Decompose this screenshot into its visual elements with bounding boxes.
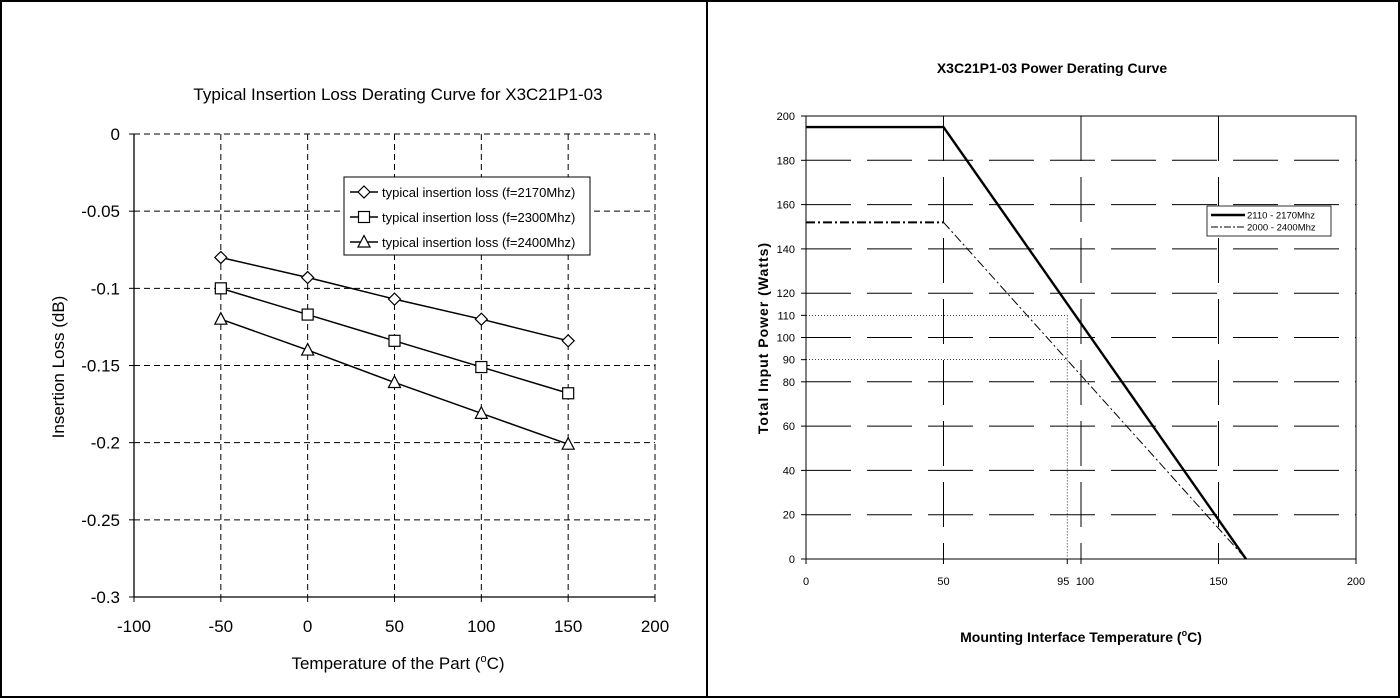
right-x-axis-label-main: Mounting Interface Temperature ( — [960, 629, 1182, 645]
left-legend-label: typical insertion loss (f=2400Mhz) — [382, 235, 575, 250]
right-legend-label: 2000 - 2400Mhz — [1247, 223, 1316, 234]
left-y-tick-label: -0.1 — [91, 279, 120, 298]
left-x-axis-label-main: Temperature of the Part ( — [291, 654, 480, 673]
right-y-tick-label: 0 — [789, 554, 795, 566]
data-point-square — [388, 334, 401, 347]
right-panel-border — [706, 0, 1400, 698]
right-legend-label: 2110 - 2170Mhz — [1247, 211, 1315, 222]
left-y-tick-label: -0.3 — [91, 588, 120, 607]
left-x-tick-label: 50 — [385, 617, 404, 636]
right-plot-area: 0 50 95 100 150 200 0 20 40 60 80 90 100 110 120 140 160… — [777, 111, 1366, 588]
right-y-tick-label: 120 — [777, 288, 795, 300]
left-x-axis-label-tail: C) — [487, 654, 505, 673]
data-point-square — [214, 282, 227, 295]
right-x-tick-label: 0 — [803, 576, 809, 588]
data-point-triangle — [561, 436, 576, 450]
right-series-line-solid — [806, 125, 1247, 560]
data-point-square — [301, 308, 314, 321]
data-point-square — [475, 360, 488, 374]
data-point-triangle — [213, 311, 228, 325]
left-y-tick-label: -0.05 — [81, 202, 120, 221]
left-legend-label: typical insertion loss (f=2300Mhz) — [382, 210, 575, 225]
right-y-tick-label: 60 — [783, 421, 795, 433]
right-x-axis-label-tail: C) — [1187, 629, 1202, 645]
left-y-tick-label: -0.25 — [81, 511, 120, 530]
right-y-tick-label: 110 — [777, 310, 795, 322]
right-y-tick-label: 40 — [783, 465, 795, 477]
left-x-tick-label: 0 — [303, 617, 312, 636]
right-y-tick-label: 100 — [777, 333, 795, 345]
left-chart-title: Typical Insertion Loss Derating Curve fo… — [193, 85, 602, 104]
right-y-tick-label: 90 — [783, 355, 795, 367]
data-point-triangle — [474, 405, 489, 419]
left-plot-area: -100 -50 0 50 100 150 200 0 -0.05 -0.1 -0.15 -0.2 -0… — [81, 125, 669, 636]
right-y-tick-label: 200 — [777, 111, 795, 123]
left-legend-box — [343, 176, 591, 256]
data-point-triangle — [357, 234, 371, 248]
right-x-tick-label: 95 — [1057, 576, 1069, 588]
data-point-triangle — [387, 374, 402, 389]
left-x-axis-label: Temperature of the Part (oC) — [291, 653, 504, 673]
right-y-tick-label: 180 — [777, 155, 795, 167]
data-point-diamond — [357, 185, 371, 199]
left-y-tick-label: -0.2 — [91, 434, 120, 453]
data-point-diamond — [474, 312, 489, 327]
right-x-axis-label: Mounting Interface Temperature (oC) — [960, 628, 1202, 645]
right-y-axis-label: Total Input Power (Watts) — [755, 242, 771, 434]
data-point-diamond — [387, 292, 402, 306]
data-point-square — [357, 210, 371, 224]
left-x-tick-label: -100 — [117, 617, 151, 636]
data-point-diamond — [213, 250, 228, 265]
left-y-axis-label: Insertion Loss (dB) — [49, 296, 68, 439]
right-x-tick-label: 100 — [1076, 576, 1094, 588]
right-chart-title: X3C21P1-03 Power Derating Curve — [937, 60, 1168, 76]
left-x-axis-label-sup: o — [480, 653, 486, 665]
right-legend-box — [1206, 205, 1332, 237]
right-y-tick-label: 20 — [783, 510, 795, 522]
data-point-triangle — [300, 342, 315, 356]
data-point-diamond — [561, 333, 576, 348]
left-y-tick-label: -0.15 — [81, 357, 120, 376]
left-x-tick-label: -50 — [209, 617, 234, 636]
data-point-diamond — [300, 270, 315, 285]
right-x-axis-label-sup: o — [1182, 628, 1188, 638]
right-y-tick-label: 160 — [777, 200, 795, 212]
data-point-square — [562, 387, 575, 400]
right-series-line-dashdot-slope — [943, 221, 1247, 560]
right-y-tick-label: 80 — [783, 377, 795, 389]
right-y-tick-label: 140 — [777, 244, 795, 256]
left-x-tick-label: 200 — [641, 617, 669, 636]
left-x-tick-label: 150 — [554, 617, 582, 636]
right-x-tick-label: 50 — [937, 576, 949, 588]
right-x-tick-label: 200 — [1347, 576, 1365, 588]
left-y-tick-label: 0 — [111, 125, 120, 144]
left-legend-label: typical insertion loss (f=2170Mhz) — [382, 185, 575, 200]
right-x-tick-label: 150 — [1209, 576, 1227, 588]
left-x-tick-label: 100 — [467, 617, 495, 636]
